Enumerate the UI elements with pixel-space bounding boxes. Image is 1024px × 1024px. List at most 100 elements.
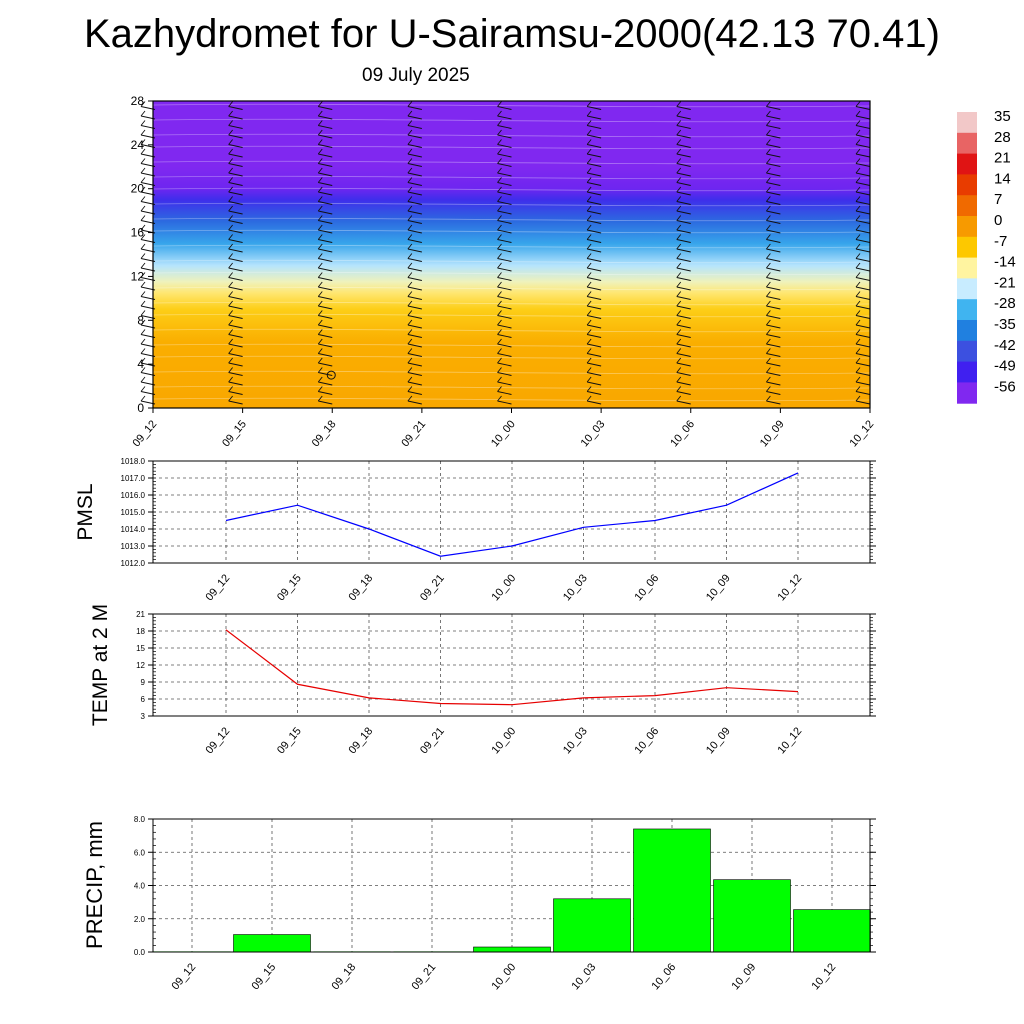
colorbar-swatch [957,320,977,342]
pmsl-y-tick-label: 1018.0 [121,457,146,466]
wind-barb [407,234,422,243]
wind-barb [497,186,512,196]
precip-bar [473,946,551,953]
contour-line [152,370,871,375]
wind-barb [676,367,691,376]
wind-barb [497,234,512,243]
wind-barb [766,224,781,234]
precip-y-axis-label: PRECIP, mm [82,821,107,949]
wind-barb [676,386,691,395]
wind-barb [497,215,512,224]
wind-barb [676,357,691,367]
wind-barb [317,262,333,272]
pmsl-y-axis-label: PMSL [74,483,97,540]
wind-barb [228,234,243,243]
wind-barb [317,110,333,120]
heatmap-x-tick-label: 10_06 [668,418,697,449]
pmsl-x-tick-label: 09_15 [275,572,304,603]
pmsl-y-tick-label: 1014.0 [121,525,146,534]
colorbar-swatch [957,382,977,404]
wind-barb [497,376,512,386]
wind-barb [317,186,333,196]
wind-barb [407,224,422,234]
wind-barb [497,329,512,338]
pmsl-y-tick-label: 1017.0 [121,474,146,483]
wind-barb [586,367,602,376]
wind-barb [228,129,243,139]
wind-barb [228,158,243,167]
precip-y-tick-label: 4.0 [134,882,146,891]
wind-barb [855,158,871,167]
wind-barb [497,205,512,215]
calm-wind-marker [326,370,336,380]
wind-barb [407,367,422,376]
wind-barb [586,281,602,291]
wind-barb [766,348,781,357]
colorbar-label: -42 [994,337,1016,354]
wind-barb [586,139,602,148]
wind-barb [586,215,602,224]
wind-barb [407,338,422,348]
wind-barb [497,158,512,167]
wind-barb [766,262,781,272]
wind-barb [497,338,512,348]
wind-barb [766,158,781,167]
wind-barb [228,215,243,224]
pmsl-x-tick-label: 09_18 [346,572,375,603]
wind-barb [317,319,333,329]
precip-bar [633,828,711,953]
wind-barb [586,386,602,395]
wind-barb [676,129,691,139]
wind-barb [317,329,333,338]
colorbar-swatch [957,236,977,259]
pmsl-y-tick-label: 1013.0 [121,542,146,551]
colorbar-swatch [957,112,977,134]
heatmap-y-tick-label: 28 [131,94,145,108]
precip-bar [793,909,871,953]
wind-barb [497,319,512,329]
wind-barb [497,167,512,177]
wind-barb [228,357,243,367]
wind-barb [228,196,243,205]
wind-barb [855,281,871,291]
wind-barb [228,395,243,405]
wind-barb [855,386,871,395]
pmsl-x-tick-label: 10_03 [561,572,590,603]
wind-barb [676,310,691,319]
wind-barb [317,215,333,224]
wind-barb [317,148,333,158]
precip-x-tick-label: 09_15 [249,961,278,992]
heatmap-x-tick-label: 10_09 [758,418,787,449]
wind-barb [497,101,512,110]
wind-barb [497,120,512,129]
temp-2m-x-tick-label: 10_09 [704,725,733,756]
temp-2m-x-tick-label: 10_00 [489,725,518,756]
wind-barb [228,177,243,186]
contour-line [152,175,871,180]
wind-barb [855,148,871,158]
wind-barb [497,196,512,205]
pmsl-series-line [225,472,799,557]
temp-2m-x-tick-label: 10_12 [775,725,804,756]
contour-line [152,301,871,306]
wind-barb [855,196,871,205]
wind-barb [228,300,243,310]
wind-barb [676,300,691,310]
colorbar-label: 7 [994,191,1002,208]
wind-barb [676,205,691,215]
heatmap-y-tick-label: 12 [131,269,145,283]
wind-barb [676,148,691,158]
colorbar-label: 21 [994,150,1011,167]
pmsl-x-tick-label: 10_06 [632,572,661,603]
wind-barb [317,348,333,357]
wind-barb [228,319,243,329]
precip-panel: 09_12 09_15 09_18 09_21 10_00 10_03 10_06 10_09… [82,815,876,992]
heatmap-x-tick-label: 10_12 [847,418,876,449]
colorbar-label: -56 [994,378,1016,395]
wind-barb [676,158,691,167]
heatmap-x-tick-label: 09_18 [310,418,339,449]
wind-barb [497,262,512,272]
heatmap-y-tick-label: 4 [137,357,144,371]
wind-barb [766,300,781,310]
wind-barb [766,395,781,405]
